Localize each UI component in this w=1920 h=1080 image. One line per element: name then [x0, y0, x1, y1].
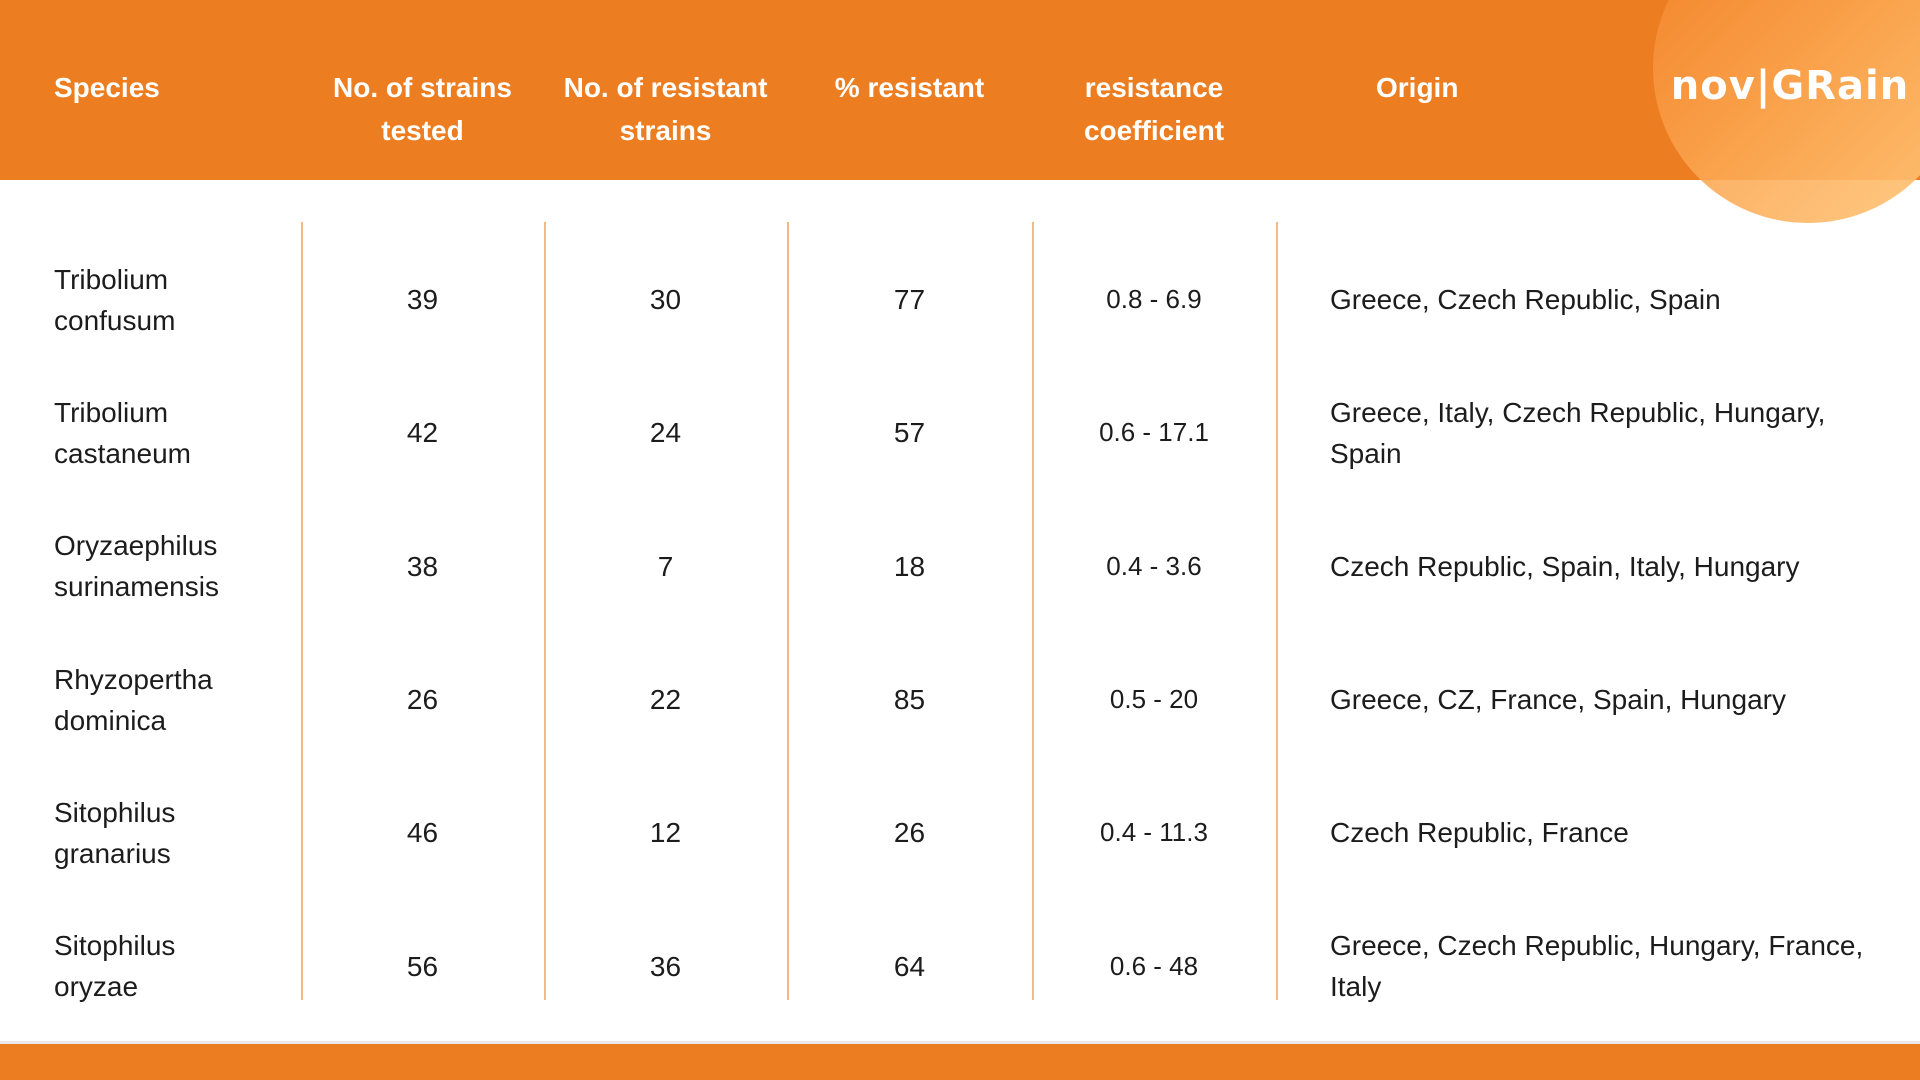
table-row: Tribolium confusum 39 30 77 0.8 - 6.9 Gr…	[0, 233, 1920, 366]
table-row: Tribolium castaneum 42 24 57 0.6 - 17.1 …	[0, 366, 1920, 499]
species-cell: Oryzaephilus surinamensis	[54, 530, 219, 603]
column-header-origin: Origin	[1376, 72, 1459, 103]
column-header-resistance-coefficient: resistance coefficient	[1083, 72, 1225, 146]
species-cell: Tribolium castaneum	[54, 396, 191, 469]
column-header-strains-tested: No. of strains tested	[333, 72, 512, 146]
column-divider	[301, 222, 303, 1000]
resistant-strains-cell: 30	[649, 284, 682, 316]
percent-resistant-cell: 57	[893, 417, 926, 449]
resistance-coefficient-cell: 0.6 - 48	[1109, 950, 1199, 981]
column-header-species: Species	[54, 72, 160, 103]
header-bar: Species No. of strains tested No. of res…	[0, 0, 1920, 180]
species-cell: Sitophilus granarius	[54, 796, 176, 869]
percent-resistant-cell: 18	[893, 550, 926, 582]
table-row: Sitophilus oryzae 56 36 64 0.6 - 48 Gree…	[0, 900, 1920, 1033]
table-row: Rhyzopertha dominica 26 22 85 0.5 - 20 G…	[0, 633, 1920, 766]
footer-divider	[0, 1041, 1920, 1044]
footer-bar	[0, 1044, 1920, 1080]
column-divider	[1032, 222, 1034, 1000]
percent-resistant-cell: 26	[893, 817, 926, 849]
column-divider	[544, 222, 546, 1000]
species-cell: Sitophilus oryzae	[54, 930, 176, 1003]
percent-resistant-cell: 64	[893, 950, 926, 982]
resistance-coefficient-cell: 0.8 - 6.9	[1106, 284, 1202, 315]
resistance-coefficient-cell: 0.5 - 20	[1109, 684, 1199, 715]
column-header-percent-resistant: % resistant	[834, 72, 985, 103]
species-cell: Rhyzopertha dominica	[54, 663, 213, 736]
table-row: Sitophilus granarius 46 12 26 0.4 - 11.3…	[0, 766, 1920, 899]
table-body: Tribolium confusum 39 30 77 0.8 - 6.9 Gr…	[0, 233, 1920, 1033]
strains-tested-cell: 26	[406, 684, 439, 716]
resistant-strains-cell: 22	[649, 684, 682, 716]
percent-resistant-cell: 77	[893, 284, 926, 316]
resistance-coefficient-cell: 0.4 - 11.3	[1100, 817, 1208, 848]
origin-cell: Greece, CZ, France, Spain, Hungary	[1330, 684, 1786, 716]
resistance-coefficient-cell: 0.6 - 17.1	[1099, 417, 1209, 448]
table-row: Oryzaephilus surinamensis 38 7 18 0.4 - …	[0, 500, 1920, 633]
strains-tested-cell: 42	[406, 417, 439, 449]
origin-cell: Greece, Italy, Czech Republic, Hungary, …	[1330, 396, 1826, 469]
strains-tested-cell: 46	[406, 817, 439, 849]
origin-cell: Greece, Czech Republic, Spain	[1330, 284, 1721, 316]
origin-cell: Czech Republic, France	[1330, 817, 1629, 849]
origin-cell: Czech Republic, Spain, Italy, Hungary	[1330, 550, 1800, 582]
strains-tested-cell: 56	[406, 950, 439, 982]
resistant-strains-cell: 24	[649, 417, 682, 449]
origin-cell: Greece, Czech Republic, Hungary, France,…	[1330, 930, 1864, 1003]
percent-resistant-cell: 85	[893, 684, 926, 716]
novigrain-logo: nov|GRain	[1670, 63, 1910, 109]
resistant-strains-cell: 7	[657, 550, 674, 582]
strains-tested-cell: 38	[406, 550, 439, 582]
column-divider	[1276, 222, 1278, 1000]
resistant-strains-cell: 36	[649, 950, 682, 982]
resistant-strains-cell: 12	[649, 817, 682, 849]
resistance-coefficient-cell: 0.4 - 3.6	[1106, 550, 1202, 581]
column-divider	[787, 222, 789, 1000]
species-cell: Tribolium confusum	[54, 263, 176, 336]
column-header-resistant-strains: No. of resistant strains	[563, 72, 768, 146]
strains-tested-cell: 39	[406, 284, 439, 316]
